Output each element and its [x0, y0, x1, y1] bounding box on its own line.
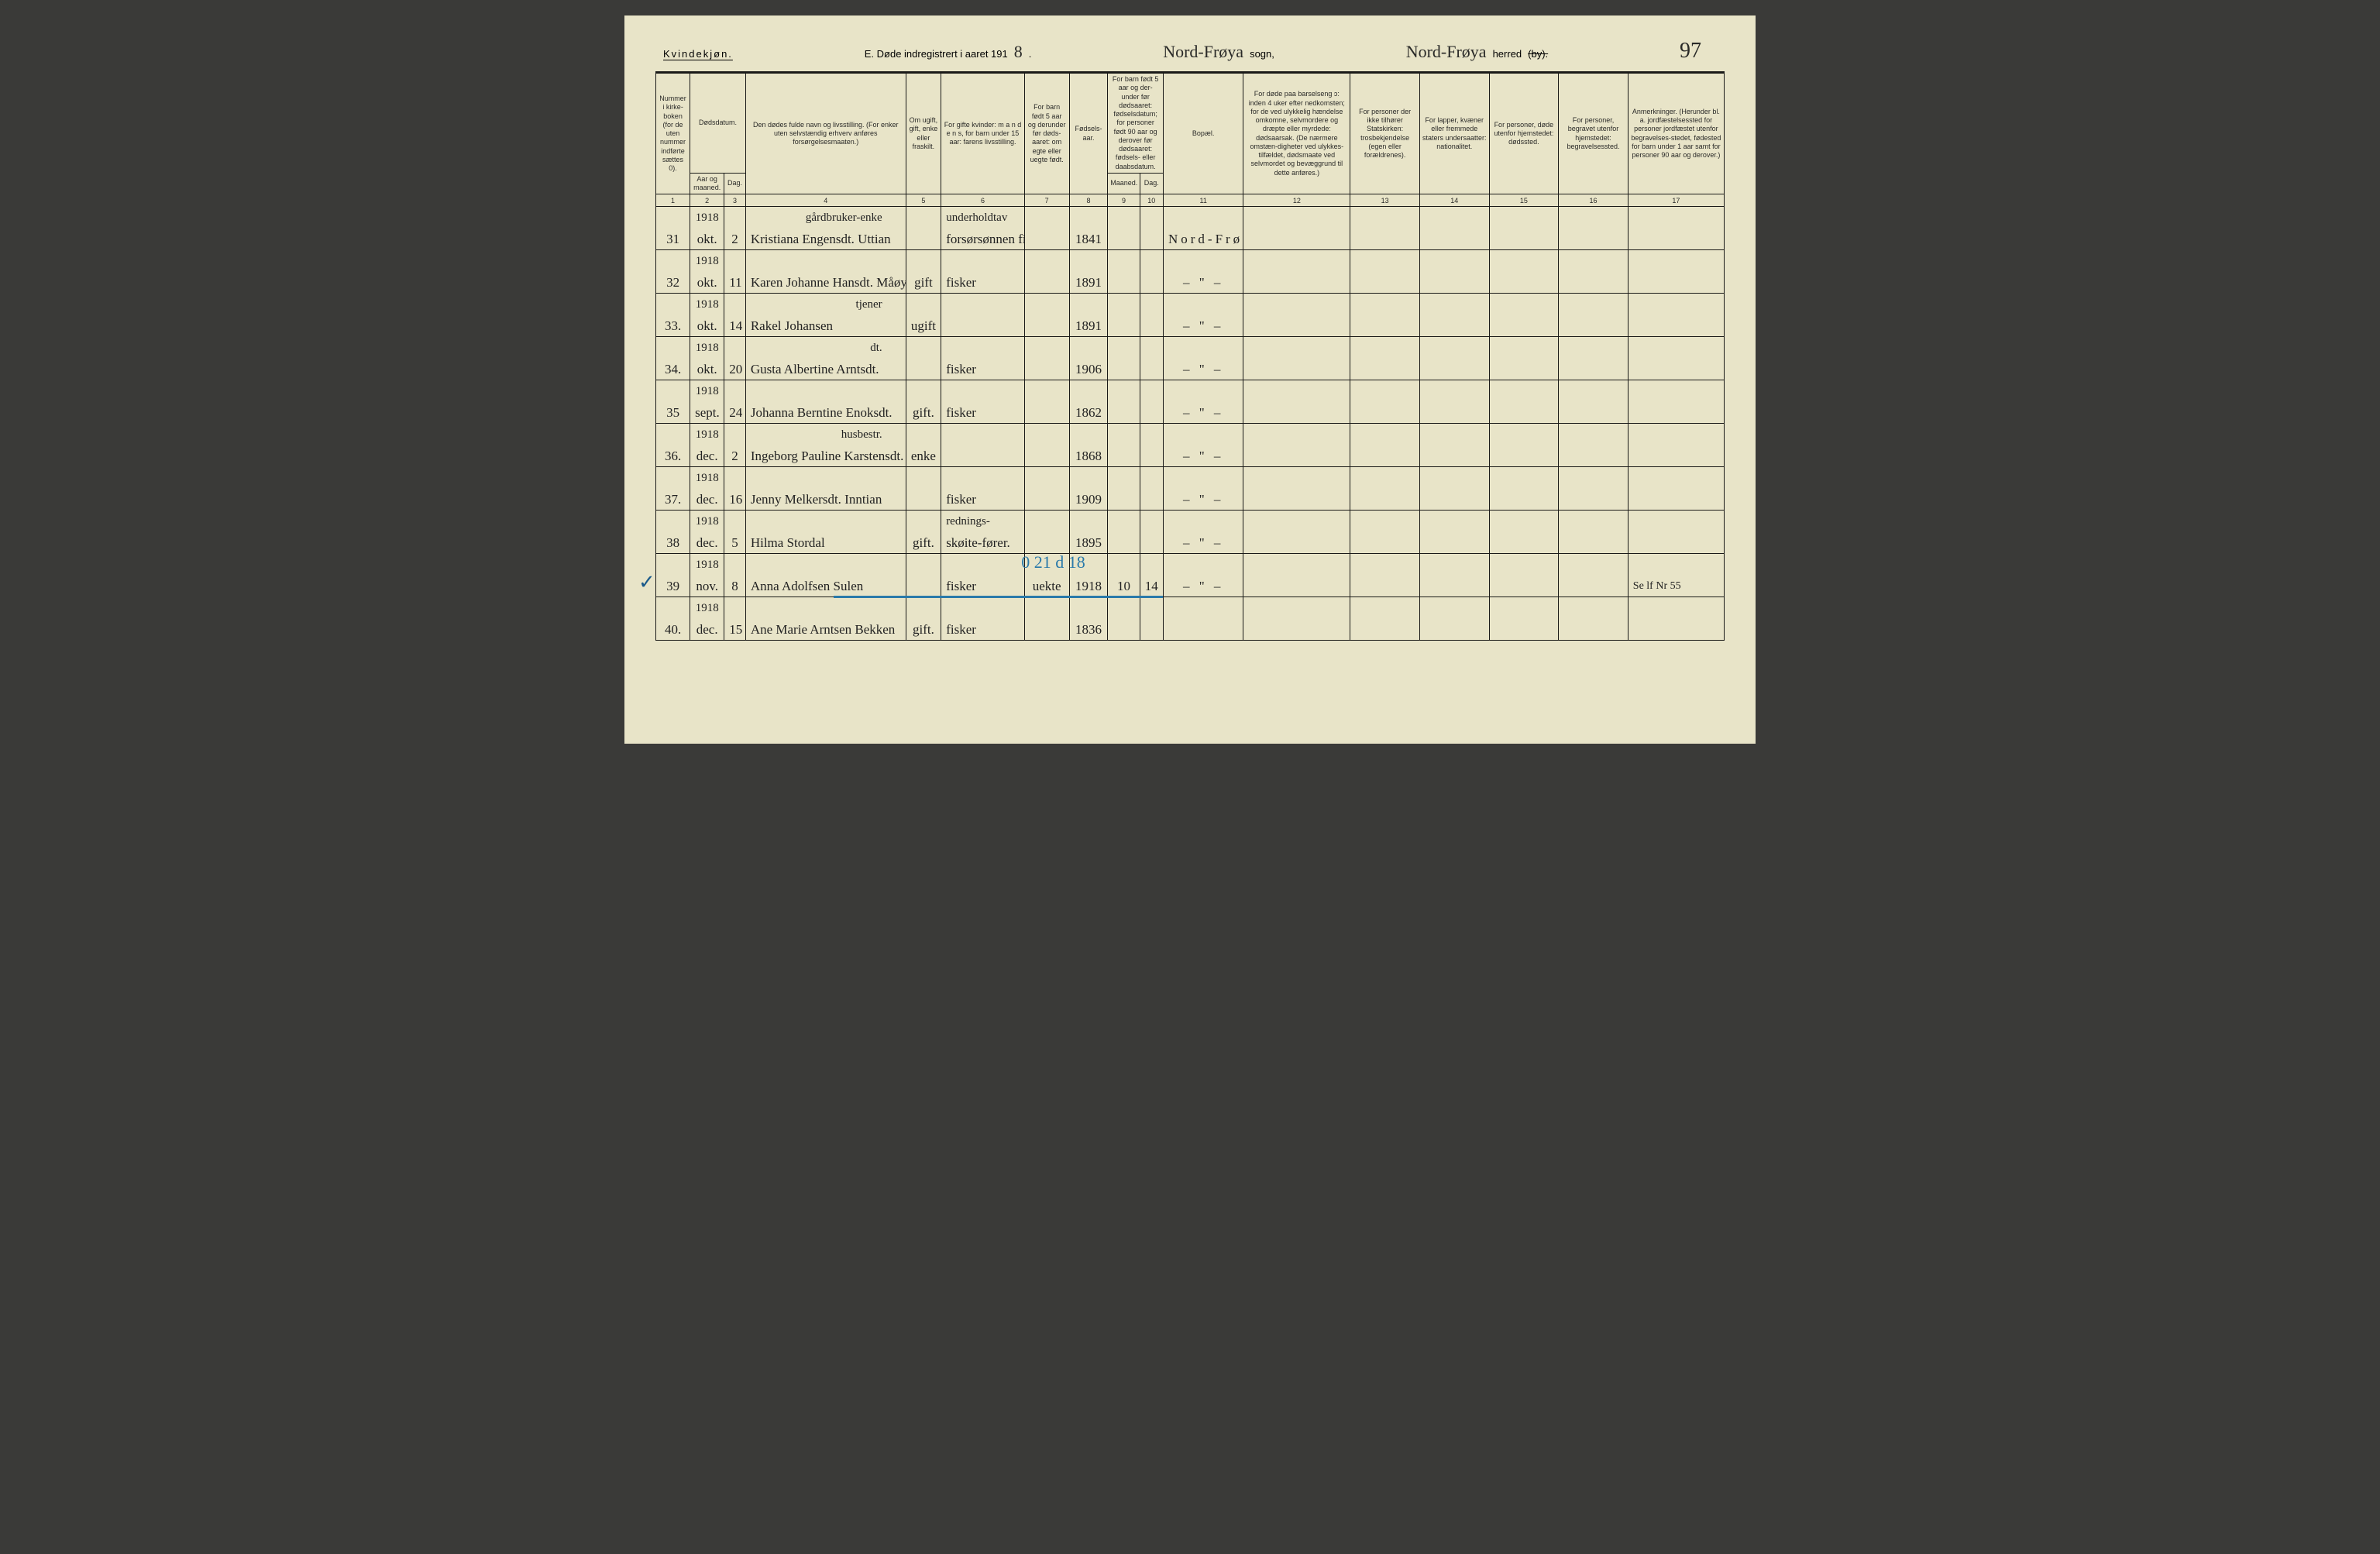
title-block: E. Døde indregistrert i aaret 191 8. [865, 42, 1032, 62]
col-1-header: Nummer i kirke-boken (for de uten nummer… [656, 74, 690, 194]
col-2-header: Dødsdatum. [690, 74, 746, 174]
gender-label: Kvindekjøn. [663, 48, 733, 60]
col-4-header: Den dødes fulde navn og livsstilling. (F… [745, 74, 906, 194]
colnum: 2 [690, 194, 724, 207]
colnum: 3 [724, 194, 746, 207]
colnum: 11 [1163, 194, 1243, 207]
col-2b-header: Aar og maaned. [690, 173, 724, 194]
colnum: 7 [1024, 194, 1069, 207]
page-number: 97 [1680, 39, 1701, 64]
col-6-header: For gifte kvinder: m a n d e n s, for ba… [941, 74, 1025, 194]
colnum: 9 [1108, 194, 1140, 207]
herred-label: herred [1493, 48, 1522, 60]
table-row: 33.okt.14Rakel Johansenugift1891– " – [656, 315, 1725, 337]
table-row-sub: 1918 [656, 597, 1725, 619]
table-row: 36.dec.2Ingeborg Pauline Karstensdt. v. … [656, 445, 1725, 467]
table-row: 34.okt.20Gusta Albertine Arntsdt.fisker1… [656, 359, 1725, 380]
table-row-sub: 1918 [656, 250, 1725, 272]
colnum: 16 [1559, 194, 1629, 207]
table-row: 35sept.24Johanna Berntine Enoksdt.gift.f… [656, 402, 1725, 424]
col-7-header: For barn født 5 aar og derunder før døds… [1024, 74, 1069, 194]
table-row-sub: 1918tjener [656, 294, 1725, 315]
table-row: 32okt.11Karen Johanne Hansdt. Måøygiftfi… [656, 272, 1725, 294]
table-row-sub: 1918husbestr. [656, 424, 1725, 445]
table-row-sub: 1918gårdbruker-enkeunderholdtav [656, 207, 1725, 229]
checkmark-icon: ✓ [638, 571, 655, 594]
col-11-header: Bopæl. [1163, 74, 1243, 194]
table-row-sub: 1918 [656, 467, 1725, 489]
table-body: 1918gårdbruker-enkeunderholdtav31okt.2Kr… [656, 207, 1725, 641]
col-12-header: For døde paa barselseng ɔ: inden 4 uker … [1243, 74, 1350, 194]
col-9-header: For barn født 5 aar og der-under før død… [1108, 74, 1164, 174]
table-row: 39nov.8Anna Adolfsen Sulenfiskeruekte191… [656, 576, 1725, 597]
table-row-sub: 1918dt. [656, 337, 1725, 359]
table-row-sub: 1918rednings- [656, 511, 1725, 532]
col-16-header: For personer, begravet utenfor hjemstede… [1559, 74, 1629, 194]
herred-strike: (by). [1528, 48, 1548, 60]
table-row: 40.dec.15Ane Marie Arntsen Bekkengift.fi… [656, 619, 1725, 641]
title-period: . [1029, 48, 1032, 60]
colnum: 14 [1419, 194, 1489, 207]
page-header: Kvindekjøn. E. Døde indregistrert i aare… [655, 39, 1725, 64]
table-row-sub: 1918 [656, 380, 1725, 402]
col-5-header: Om ugift, gift, enke eller fraskilt. [906, 74, 941, 194]
col-13-header: For personer der ikke tilhører Statskirk… [1350, 74, 1420, 194]
col-17-header: Anmerkninger. (Herunder bl. a. jordfæste… [1628, 74, 1724, 194]
table-row-sub: 1918 [656, 554, 1725, 576]
colnum-row: 1234567891011121314151617 [656, 194, 1725, 207]
table-row: 38dec.5Hilma Stordalgift.skøite-fører.18… [656, 532, 1725, 554]
herred-block: Nord-Frøya herred (by). [1406, 42, 1548, 62]
colnum: 15 [1489, 194, 1559, 207]
colnum: 5 [906, 194, 941, 207]
colnum: 6 [941, 194, 1025, 207]
sogn-value: Nord-Frøya [1163, 42, 1243, 62]
col-10-header: Dag. [1140, 173, 1163, 194]
col-3-header: Dag. [724, 173, 746, 194]
colnum: 8 [1069, 194, 1108, 207]
col-14-header: For lapper, kvæner eller fremmede stater… [1419, 74, 1489, 194]
colnum: 10 [1140, 194, 1163, 207]
colnum: 4 [745, 194, 906, 207]
colnum: 13 [1350, 194, 1420, 207]
ledger-table: Nummer i kirke-boken (for de uten nummer… [655, 73, 1725, 641]
year-digit: 8 [1014, 42, 1023, 62]
title-prefix: E. Døde indregistrert i aaret 191 [865, 48, 1008, 60]
header-row-1: Nummer i kirke-boken (for de uten nummer… [656, 74, 1725, 174]
ledger-page: Kvindekjøn. E. Døde indregistrert i aare… [624, 15, 1756, 744]
table-head: Nummer i kirke-boken (for de uten nummer… [656, 74, 1725, 207]
col-9b-header: Maaned. [1108, 173, 1140, 194]
herred-value: Nord-Frøya [1406, 42, 1487, 62]
sogn-block: Nord-Frøya sogn, [1163, 42, 1274, 62]
col-15-header: For personer, døde utenfor hjemstedet: d… [1489, 74, 1559, 194]
table-row: 31okt.2Kristiana Engensdt. Uttianforsørs… [656, 229, 1725, 250]
colnum: 12 [1243, 194, 1350, 207]
colnum: 17 [1628, 194, 1724, 207]
colnum: 1 [656, 194, 690, 207]
col-8-header: Fødsels-aar. [1069, 74, 1108, 194]
sogn-label: sogn, [1250, 48, 1274, 60]
table-row: 37.dec.16Jenny Melkersdt. Inntianfisker1… [656, 489, 1725, 511]
